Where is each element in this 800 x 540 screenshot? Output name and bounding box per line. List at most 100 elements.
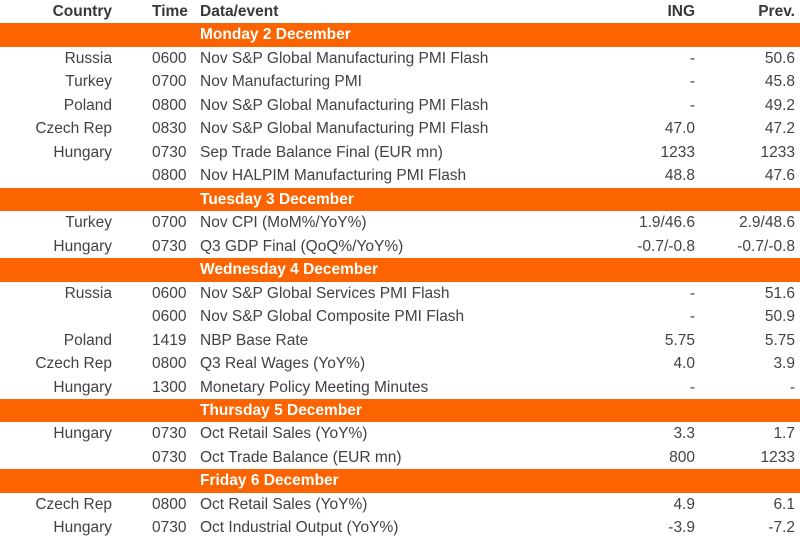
ing-value-cell: -0.7/-0.8 [637,237,695,255]
country-cell: Hungary [53,237,112,255]
time-cell: 0800 [152,96,187,114]
event-row: Russia 0600 Nov S&P Global Services PMI Fl… [0,282,800,305]
time-cell: 0800 [152,167,187,185]
time-cell: 0730 [152,448,187,466]
prev-value-cell: 1233 [760,448,795,466]
prev-value-cell: 6.1 [773,495,795,513]
ing-value-cell: - [689,378,695,396]
event-cell: Nov S&P Global Services PMI Flash [200,284,450,302]
prev-value-cell: 51.6 [764,284,795,302]
prev-value-cell: 47.2 [764,120,795,138]
time-cell: 0600 [152,49,187,67]
event-row: Czech Rep 0800 Q3 Real Wages (YoY%) 4.0 3.9 [0,352,800,375]
country-cell: Czech Rep [35,355,112,373]
prev-value-cell: 47.6 [764,167,795,185]
country-cell: Czech Rep [35,495,112,513]
ing-value-cell: - [689,73,695,91]
day-header-row: Friday 6 December [0,469,800,493]
ing-value-cell: 1.9/46.6 [638,214,695,232]
event-cell: Nov S&P Global Manufacturing PMI Flash [200,96,489,114]
time-cell: 0800 [152,355,187,373]
country-cell: Poland [63,331,112,349]
country-cell [0,446,112,469]
event-row: 0600 Nov S&P Global Composite PMI Flash - 5… [0,305,800,328]
event-row: Czech Rep 0800 Oct Retail Sales (YoY%) 4.9 6… [0,493,800,516]
event-row: Hungary 1300 Monetary Policy Meeting Minut… [0,376,800,399]
country-cell: Russia [64,284,112,302]
country-cell: Hungary [53,519,112,537]
event-cell: Nov S&P Global Manufacturing PMI Flash [200,120,489,138]
column-header-event: Data/event [200,3,279,20]
day-title: Wednesday 4 December [200,261,379,279]
column-header-prev: Prev. [758,3,795,20]
day-header-row: Thursday 5 December [0,398,800,423]
event-cell: Nov S&P Global Manufacturing PMI Flash [200,49,489,67]
time-cell: 0730 [152,143,187,161]
day-title: Thursday 5 December [200,401,362,419]
column-header-ing: ING [667,3,695,20]
day-header-row: Wednesday 4 December [0,258,800,282]
event-row: Hungary 0730 Oct Industrial Output (YoY%) -… [0,516,800,539]
ing-value-cell: - [689,96,695,114]
country-cell: Turkey [65,73,112,91]
prev-value-cell: 45.8 [764,73,795,91]
event-cell: Oct Retail Sales (YoY%) [200,425,368,443]
country-cell: Poland [63,96,112,114]
event-row: 0730 Oct Trade Balance (EUR mn) 800 1233 [0,446,800,469]
event-row: 0800 Nov HALPIM Manufacturing PMI Flash 48… [0,164,800,187]
event-cell: Oct Retail Sales (YoY%) [200,495,368,513]
ing-value-cell: 47.0 [664,120,695,138]
time-cell: 0700 [152,214,187,232]
prev-value-cell: 49.2 [764,96,795,114]
column-header-country: Country [52,3,112,20]
event-cell: Sep Trade Balance Final (EUR mn) [200,143,443,161]
time-cell: 1419 [152,331,187,349]
time-cell: 0600 [152,308,187,326]
ing-value-cell: 48.8 [664,167,695,185]
event-cell: Monetary Policy Meeting Minutes [200,378,429,396]
calendar-body: Monday 2 December Russia 0600 Nov S&P Globa… [0,23,800,539]
time-cell: 0800 [152,495,187,513]
ing-value-cell: 4.9 [673,495,695,513]
time-cell: 0830 [152,120,187,138]
country-cell [0,164,112,187]
time-cell: 0700 [152,73,187,91]
event-row: Hungary 0730 Sep Trade Balance Final (EUR … [0,141,800,164]
event-row: Hungary 0730 Q3 GDP Final (QoQ%/YoY%) -0.7/… [0,235,800,258]
ing-value-cell: -3.9 [668,519,695,537]
event-row: Hungary 0730 Oct Retail Sales (YoY%) 3.3 1.7 [0,422,800,445]
prev-value-cell: 2.9/48.6 [738,214,795,232]
column-header-time: Time [152,3,188,20]
ing-value-cell: - [689,49,695,67]
prev-value-cell: 1.7 [773,425,795,443]
event-cell: Nov S&P Global Composite PMI Flash [200,308,465,326]
day-title: Tuesday 3 December [200,190,354,208]
time-cell: 0730 [152,425,187,443]
prev-value-cell: 1233 [760,143,795,161]
time-cell: 0600 [152,284,187,302]
day-header-row: Monday 2 December [0,23,800,47]
table-header-row: Country Time Data/event ING Prev. [0,0,800,23]
event-cell: Q3 GDP Final (QoQ%/YoY%) [200,237,404,255]
ing-value-cell: - [689,308,695,326]
country-cell: Turkey [65,214,112,232]
event-cell: Oct Trade Balance (EUR mn) [200,448,402,466]
event-row: Turkey 0700 Nov CPI (MoM%/YoY%) 1.9/46.6 2.9… [0,211,800,234]
prev-value-cell: 50.6 [764,49,795,67]
country-cell: Hungary [53,143,112,161]
country-cell [0,305,112,328]
event-row: Poland 0800 Nov S&P Global Manufacturing P… [0,94,800,117]
event-cell: Oct Industrial Output (YoY%) [200,519,399,537]
day-header-row: Tuesday 3 December [0,187,800,212]
country-cell: Czech Rep [35,120,112,138]
prev-value-cell: -7.2 [768,519,795,537]
ing-value-cell: - [689,284,695,302]
ing-value-cell: 800 [669,448,695,466]
event-row: Poland 1419 NBP Base Rate 5.75 5.75 [0,329,800,352]
time-cell: 0730 [152,237,187,255]
time-cell: 0730 [152,519,187,537]
event-cell: Nov CPI (MoM%/YoY%) [200,214,367,232]
event-row: Russia 0600 Nov S&P Global Manufacturing P… [0,47,800,70]
day-title: Friday 6 December [200,472,339,490]
